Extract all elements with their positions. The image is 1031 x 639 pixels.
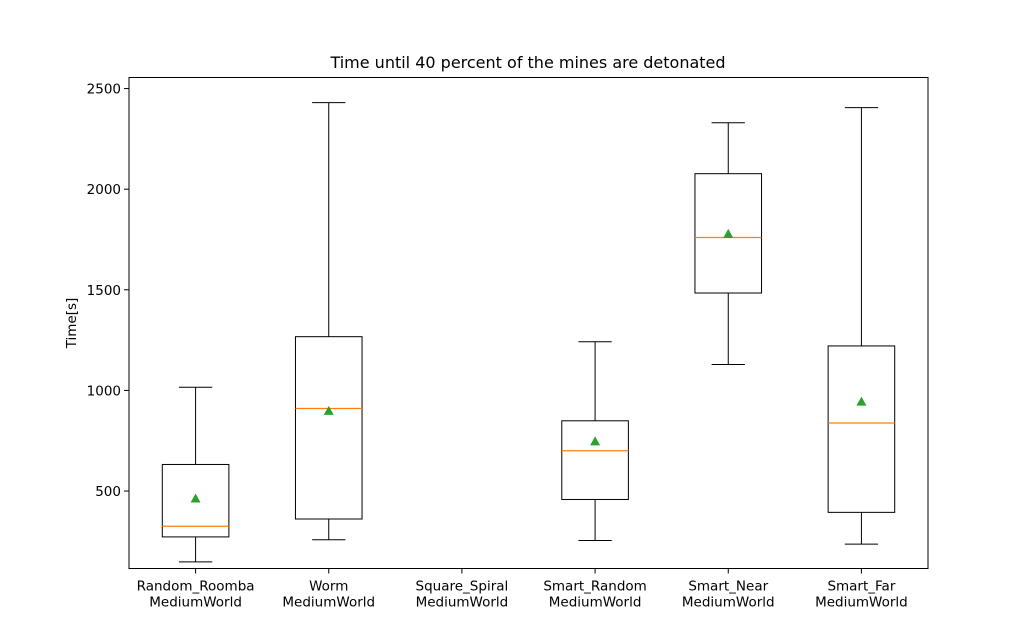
x-tick-label: Random_Roomba <box>137 579 255 595</box>
box <box>294 336 363 520</box>
x-tick-label: MediumWorld <box>149 595 242 611</box>
y-tick-label: 2500 <box>87 82 121 98</box>
x-tick-label: Square_Spiral <box>416 579 509 595</box>
x-tick-label: MediumWorld <box>416 595 509 611</box>
mean-marker <box>856 396 867 406</box>
x-tick-label: Worm <box>309 579 348 595</box>
chart-title: Time until 40 percent of the mines are d… <box>329 53 725 72</box>
y-tick-label: 2000 <box>87 182 121 198</box>
x-tick-label: MediumWorld <box>549 595 642 611</box>
plot-frame <box>128 77 929 569</box>
x-tick-label: MediumWorld <box>682 595 775 611</box>
x-tick-label: Smart_Random <box>543 579 646 595</box>
x-tick-label: Smart_Near <box>688 579 768 595</box>
y-axis-label: Time[s] <box>64 298 80 350</box>
y-tick-label: 500 <box>95 484 121 500</box>
box <box>161 463 230 538</box>
plot-area: 5001000150020002500Random_RoombaMediumWo… <box>87 82 908 611</box>
box <box>694 173 763 294</box>
box <box>561 420 629 500</box>
box <box>827 345 896 513</box>
x-tick-label: MediumWorld <box>282 595 375 611</box>
mean-marker <box>323 405 334 415</box>
x-tick-label: Smart_Far <box>827 579 895 595</box>
mean-marker <box>190 493 201 503</box>
y-tick-label: 1000 <box>87 383 121 399</box>
x-tick-label: MediumWorld <box>815 595 908 611</box>
mean-marker <box>590 436 601 446</box>
mean-marker <box>723 228 734 238</box>
y-tick-label: 1500 <box>87 283 121 299</box>
